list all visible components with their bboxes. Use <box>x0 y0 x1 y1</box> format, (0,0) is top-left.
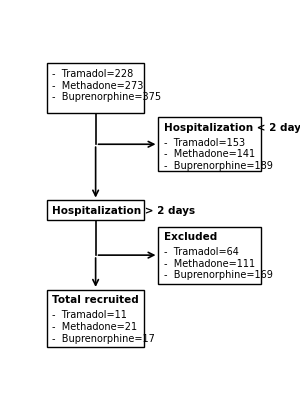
FancyBboxPatch shape <box>158 117 261 171</box>
Text: -  Buprenorphine=17: - Buprenorphine=17 <box>52 334 155 344</box>
Text: -  Buprenorphine=169: - Buprenorphine=169 <box>164 270 272 280</box>
FancyBboxPatch shape <box>47 200 145 220</box>
FancyBboxPatch shape <box>47 63 145 113</box>
FancyBboxPatch shape <box>47 290 145 347</box>
Text: -  Methadone=141: - Methadone=141 <box>164 149 255 159</box>
Text: -  Methadone=21: - Methadone=21 <box>52 322 137 332</box>
Text: Total recruited: Total recruited <box>52 295 139 305</box>
Text: -  Tramadol=11: - Tramadol=11 <box>52 310 127 320</box>
Text: -  Tramadol=228: - Tramadol=228 <box>52 69 133 79</box>
Text: -  Buprenorphine=189: - Buprenorphine=189 <box>164 161 272 171</box>
Text: -  Methadone=273: - Methadone=273 <box>52 81 143 91</box>
Text: Excluded: Excluded <box>164 232 217 242</box>
Text: -  Tramadol=64: - Tramadol=64 <box>164 247 238 257</box>
Text: Hospitalization < 2 days: Hospitalization < 2 days <box>164 123 300 133</box>
FancyBboxPatch shape <box>158 227 261 284</box>
Text: -  Methadone=111: - Methadone=111 <box>164 259 255 269</box>
Text: -  Buprenorphine=375: - Buprenorphine=375 <box>52 92 161 102</box>
Text: -  Tramadol=153: - Tramadol=153 <box>164 138 244 148</box>
Text: Hospitalization > 2 days: Hospitalization > 2 days <box>52 206 195 216</box>
